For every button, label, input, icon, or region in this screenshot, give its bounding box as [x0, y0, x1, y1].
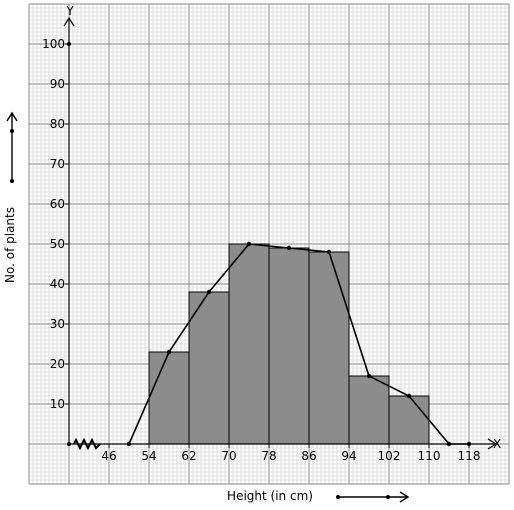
- x-tick-label: 70: [221, 449, 236, 463]
- decorations: [6, 111, 410, 503]
- x-tick-label: 54: [141, 449, 156, 463]
- x-tick-label: 110: [418, 449, 441, 463]
- y-axis-arrowhead: [63, 16, 75, 27]
- polygon-point: [206, 289, 212, 295]
- y-tick-label: 90: [50, 77, 65, 91]
- x-tick-label: 78: [261, 449, 276, 463]
- y-tick-label: 80: [50, 117, 65, 131]
- y-axis-title: No. of plants: [3, 207, 17, 283]
- histogram-bar: [188, 291, 230, 445]
- polygon-point: [446, 441, 452, 447]
- bars: [148, 243, 430, 445]
- histogram-bar: [308, 251, 350, 445]
- polygon-point: [166, 349, 172, 355]
- polygon-point: [326, 249, 332, 255]
- x-axis-title: Height (in cm): [227, 489, 313, 503]
- tick-labels: 10 20 30 40 50 60 70 80 90 100 46 54 62 70 78 86 94 102 11…: [42, 37, 480, 463]
- y-tick-label: 60: [50, 197, 65, 211]
- frequency-polygon: [126, 241, 472, 447]
- polygon-point: [286, 245, 292, 251]
- histogram-bar: [268, 247, 310, 445]
- polygon-point: [126, 441, 132, 447]
- x-tick-label: 46: [101, 449, 116, 463]
- axes: [63, 16, 498, 451]
- x-tick-label: 102: [378, 449, 401, 463]
- y-tick-label: 30: [50, 317, 65, 331]
- polygon-point: [406, 393, 412, 399]
- origin-dot: [66, 441, 72, 447]
- horizontal-scale-dot: [386, 495, 390, 499]
- horizontal-scale-dot: [336, 495, 340, 499]
- polygon-line: [128, 243, 469, 445]
- histogram-bar: [348, 375, 390, 445]
- y-tick-label: 40: [50, 277, 65, 291]
- x-axis-letter: X: [493, 437, 501, 451]
- x-tick-label: 94: [341, 449, 356, 463]
- y-tick-label: 70: [50, 157, 65, 171]
- histogram-bar: [148, 351, 190, 445]
- y-axis-letter: Y: [65, 4, 74, 18]
- vertical-scale-dot: [10, 179, 14, 183]
- polygon-point: [366, 373, 372, 379]
- x-tick-label: 86: [301, 449, 316, 463]
- histogram-bar: [388, 395, 430, 445]
- y-tick-label: 100: [42, 37, 65, 51]
- vertical-scale-arrowhead: [6, 111, 18, 122]
- x-axis-arrowhead: [487, 438, 498, 450]
- axis-break-zigzag: [73, 437, 101, 451]
- vertical-scale-dot: [10, 129, 14, 133]
- histogram-bar: [228, 243, 270, 445]
- x-tick-label: 62: [181, 449, 196, 463]
- horizontal-scale-arrowhead: [399, 491, 410, 503]
- polygon-point: [246, 241, 252, 247]
- y-tick-label: 50: [50, 237, 65, 251]
- y-tick-label: 20: [50, 357, 65, 371]
- y-tick-label: 10: [50, 397, 65, 411]
- x-tick-label: 118: [458, 449, 481, 463]
